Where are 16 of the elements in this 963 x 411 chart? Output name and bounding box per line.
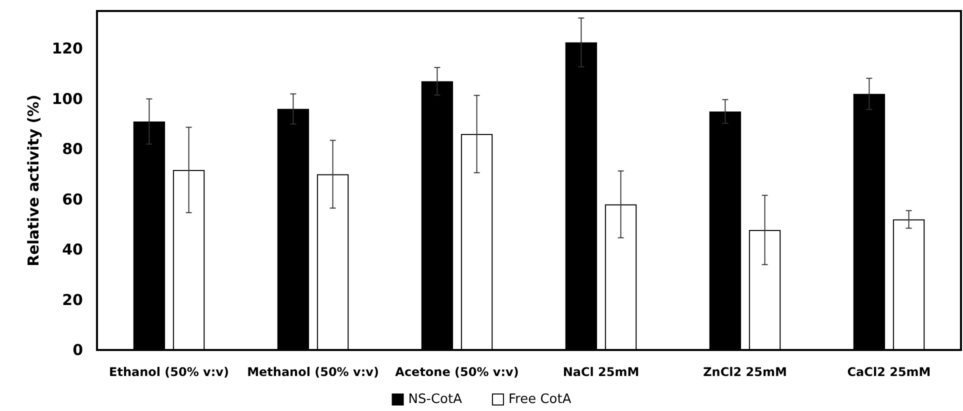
y-tick-label: 0 [72,341,83,359]
x-tick-label: Ethanol (50% v:v) [109,365,229,379]
x-tick-label: Acetone (50% v:v) [395,365,519,379]
y-tick-label: 40 [62,240,83,259]
x-tick-label: NaCl 25mM [562,365,640,379]
legend-label: NS-CotA [408,392,462,407]
legend-label: Free CotA [508,392,572,407]
x-tick-label: ZnCl2 25mM [703,365,787,379]
x-tick-label: CaCl2 25mM [847,365,931,379]
y-tick-label: 20 [62,290,83,309]
y-tick-label: 60 [62,190,83,208]
y-tick-label: 80 [62,140,83,158]
y-tick-label: 100 [52,90,83,108]
x-tick-label: Methanol (50% v:v) [247,365,379,379]
y-tick-label: 120 [52,40,83,58]
y-axis-title: Relative activity (%) [24,94,42,266]
